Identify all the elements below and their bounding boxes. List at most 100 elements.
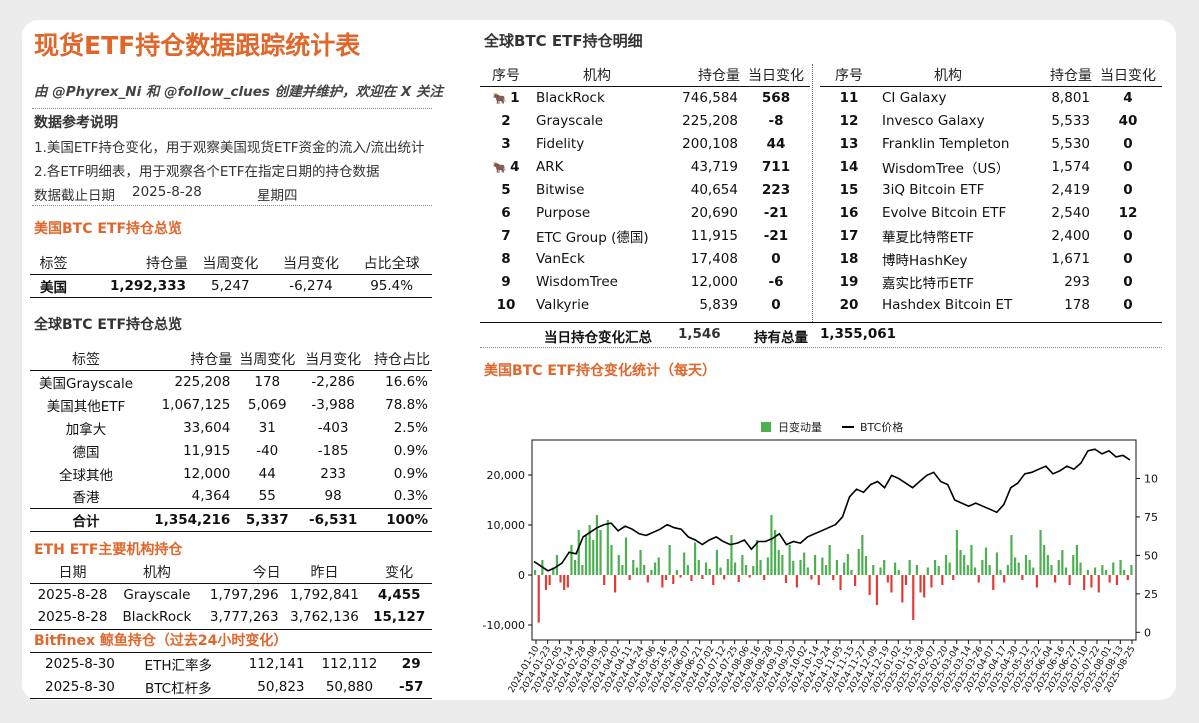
cell: 16 [839,204,859,221]
col-header: 持仓占比 [374,351,430,368]
bar [704,562,708,575]
table-row: 9 WisdomTree 12,000 -6 [480,270,810,293]
cell: 嘉实比特币ETF [882,275,975,292]
cell: 178 [1064,296,1090,313]
cell: -21 [763,204,789,221]
cell: 0.3% [393,488,428,505]
cell: 9 [501,273,511,290]
cell: -6,274 [289,277,333,294]
bar [952,575,955,580]
cell: 0 [1123,227,1133,244]
cell: 加拿大 [65,421,107,438]
bar [934,560,937,575]
bar [846,554,849,575]
bar [672,575,675,584]
cell: 德国 [72,444,100,461]
col-header: 当周变化 [239,351,296,368]
cell: VanEck [536,250,585,267]
bar [992,575,995,590]
bar [1112,562,1115,575]
cell: 0 [1123,158,1133,175]
cell: -2,286 [311,373,355,390]
bar [803,552,806,575]
bar [592,540,595,575]
bar [1061,550,1064,575]
bar [548,575,551,585]
col-header: 持仓量 [145,255,188,272]
notes-line-1: 1.美国ETF持仓变化，用于观察美国现货ETF资金的流入/流出统计 [34,140,425,156]
cell: 4,364 [191,488,231,505]
bar [748,575,751,578]
page-subtitle: 由 @Phyrex_Ni 和 @follow_clues 创建并维护，欢迎在 X… [34,84,443,100]
cell: Invesco Galaxy [882,112,985,129]
bar [1006,565,1009,575]
table-row: 20 Hashdex Bitcoin ET 178 0 [820,293,1162,316]
cell: 0 [771,250,781,267]
cell: 95.4% [370,277,414,294]
cell: 0 [1123,181,1133,198]
cell: 0 [1123,273,1133,290]
bar [719,567,722,575]
cell: 12,000 [183,465,231,482]
bar [832,575,835,580]
total-label: 持有总量 [754,330,808,346]
cell: 美国 [40,279,68,296]
bar [1014,557,1017,575]
cell: 0.9% [393,442,428,459]
cell: 29 [401,656,421,673]
table-row: 🐂 1 BlackRock 746,584 568 [480,86,810,109]
bar [675,570,678,575]
bar [901,575,904,603]
cell: 0 [1123,296,1133,313]
cell: 2025-8-30 [45,678,115,695]
bar [1126,575,1129,580]
cell: 225,208 [682,112,738,129]
col-header: 序号 [835,67,863,84]
cell: -40 [256,442,279,459]
col-header: 日期 [58,564,87,581]
bar [1090,575,1093,588]
bar [632,560,635,575]
bar [814,555,817,575]
table-row: 18 博時HashKey 1,671 0 [820,247,1162,270]
bar [588,525,591,575]
bar [1046,555,1049,575]
bar [879,567,882,575]
table-row: 2025-8-30 BTC杠杆多 50,823 50,880 -57 [30,676,432,699]
cell: Evolve Bitcoin ETF [882,204,1007,221]
cell: 4 [1123,89,1133,106]
col-header: 序号 [492,67,520,84]
bar [912,575,915,620]
bar [1075,545,1078,575]
bar [788,545,791,575]
col-header: 当周变化 [202,255,259,272]
cell: 40,654 [690,181,738,198]
bar [661,575,664,588]
cell: 11,915 [690,227,738,244]
summary-value: 1,546 [678,326,721,342]
cell: 711 [761,158,791,175]
cell: 17,408 [690,250,738,267]
bar [584,535,588,575]
cell: 13 [839,135,859,152]
cell: 20 [839,296,859,313]
bar [701,575,704,579]
table-row: 6 Purpose 20,690 -21 [480,201,810,224]
bar [1035,575,1038,588]
cell: 5,839 [699,296,738,313]
legend-label: BTC价格 [860,420,903,434]
cell: 12,000 [690,273,738,290]
bar [1108,575,1111,583]
bar [574,560,577,575]
bar [679,575,682,578]
cell: 2025-8-28 [37,586,108,603]
cell: 31 [258,419,276,436]
cell: BTC杠杆多 [144,680,212,697]
cell: 博時HashKey [882,252,968,269]
table-row: 5 Bitwise 40,654 223 [480,178,810,201]
bar [708,569,711,575]
bar [806,567,809,575]
cell: 112,112 [321,656,378,673]
cell: 12 [1118,204,1138,221]
table-row: 全球其他 12,000 44 233 0.9% [30,462,432,485]
